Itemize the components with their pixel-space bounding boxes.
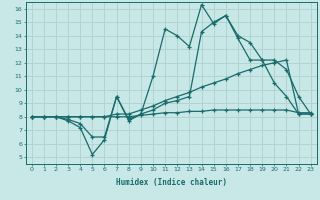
X-axis label: Humidex (Indice chaleur): Humidex (Indice chaleur) bbox=[116, 178, 227, 187]
